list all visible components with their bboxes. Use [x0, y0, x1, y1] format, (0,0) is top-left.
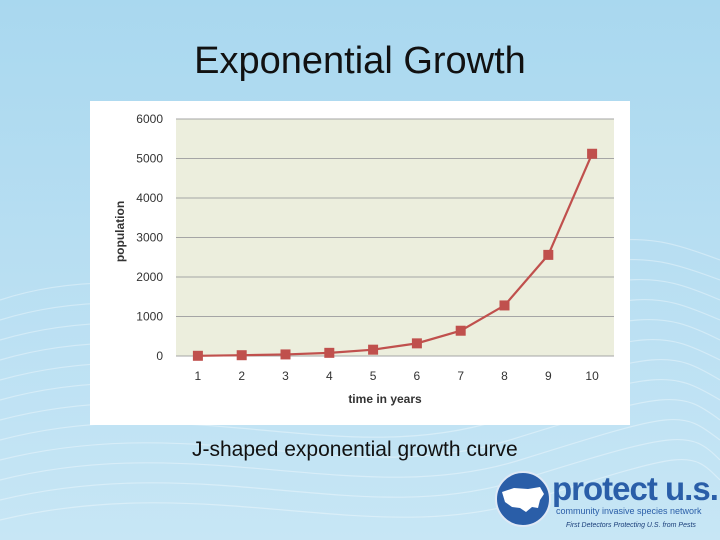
y-tick-label: 2000 — [136, 270, 163, 284]
x-tick-label: 8 — [501, 369, 508, 383]
y-tick-label: 1000 — [136, 310, 163, 324]
data-point — [543, 249, 554, 260]
usa-map-icon — [495, 471, 551, 527]
slide-title: Exponential Growth — [194, 40, 526, 82]
x-tick-label: 9 — [545, 369, 552, 383]
x-axis-label: time in years — [348, 392, 422, 406]
population-chart: 0 1000 2000 3000 4000 5000 6000 1 2 3 4 5 6 7 8 9 10 time… — [113, 112, 614, 406]
y-tick-label: 0 — [156, 349, 163, 363]
y-tick-label: 4000 — [136, 191, 163, 205]
x-tick-label: 1 — [195, 369, 202, 383]
y-tick-label: 5000 — [136, 152, 163, 166]
data-point — [324, 347, 335, 358]
series-line — [197, 153, 594, 357]
data-point — [411, 338, 422, 349]
x-tick-label: 10 — [585, 369, 599, 383]
y-tick-label: 6000 — [136, 112, 163, 126]
data-point — [499, 300, 510, 311]
x-tick-label: 6 — [414, 369, 421, 383]
x-tick-label: 5 — [370, 369, 377, 383]
chart-caption: J-shaped exponential growth curve — [192, 438, 518, 461]
chart-panel: 0 1000 2000 3000 4000 5000 6000 1 2 3 4 5 6 7 8 9 10 time… — [90, 101, 630, 425]
x-tick-label: 2 — [238, 369, 245, 383]
data-point — [236, 350, 247, 361]
data-point — [280, 349, 291, 360]
data-point — [587, 148, 598, 159]
y-axis-label: population — [113, 201, 127, 262]
logo-tagline: community invasive species network — [556, 506, 702, 516]
protect-us-logo: protect u.s. community invasive species … — [494, 470, 719, 536]
data-point — [368, 344, 379, 355]
x-tick-label: 3 — [282, 369, 289, 383]
logo-name: protect u.s. — [552, 470, 719, 507]
data-point — [455, 325, 466, 336]
y-tick-label: 3000 — [136, 231, 163, 245]
x-tick-label: 4 — [326, 369, 333, 383]
logo-subline: First Detectors Protecting U.S. from Pes… — [566, 522, 696, 529]
data-point — [192, 350, 203, 361]
x-tick-label: 7 — [457, 369, 464, 383]
